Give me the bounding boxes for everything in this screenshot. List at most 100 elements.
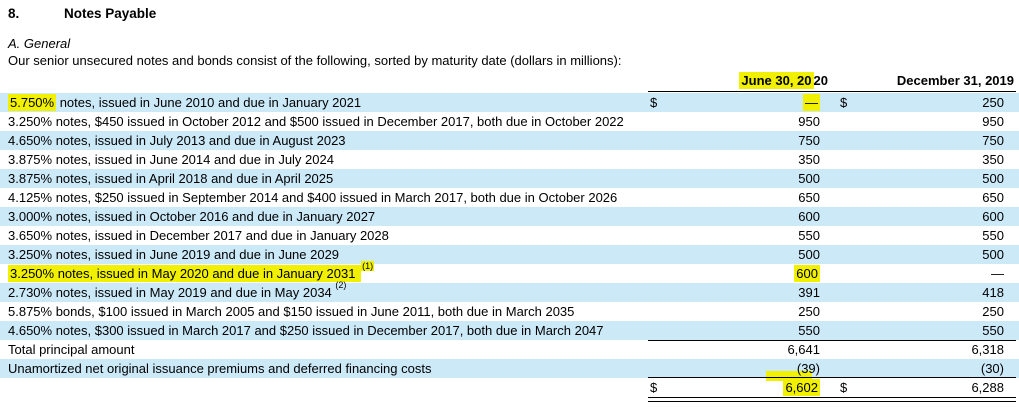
table-row-highlighted: 3.250% notes, issued in May 2020 and due… — [0, 260, 1019, 283]
highlight-mark: 6,602 — [783, 379, 820, 396]
amount-december: 750 — [982, 133, 1004, 148]
note-description: 3.250% notes, issued in June 2019 and du… — [8, 247, 340, 262]
table-row: 3.250% notes, issued in June 2019 and du… — [0, 245, 1019, 264]
currency-symbol — [838, 359, 858, 378]
currency-symbol — [838, 321, 858, 340]
currency-symbol — [648, 207, 668, 226]
highlight-mark: June 30, 20 — [739, 72, 814, 89]
highlight-mark: 600 — [794, 265, 820, 282]
highlight-mark: 5.750% — [8, 94, 57, 111]
table-row: 3.650% notes, issued in December 2017 an… — [0, 226, 1019, 245]
amount-june: 950 — [798, 114, 820, 129]
currency-symbol — [648, 226, 668, 245]
column-header-december: December 31, 2019 — [896, 73, 1014, 88]
note-description: 3.650% notes, issued in December 2017 an… — [8, 228, 389, 243]
currency-symbol — [648, 169, 668, 188]
currency-symbol — [648, 321, 668, 340]
currency-symbol: $ — [840, 380, 848, 395]
table-row: 3.250% notes, $450 issued in October 201… — [0, 112, 1019, 131]
table-row: 4.125% notes, $250 issued in September 2… — [0, 188, 1019, 207]
amount-december: 500 — [982, 247, 1004, 262]
subtotal-rule — [648, 377, 1016, 378]
amount-december: (30) — [980, 361, 1004, 376]
currency-symbol — [838, 245, 858, 264]
currency-symbol — [838, 340, 858, 359]
currency-symbol — [648, 359, 668, 378]
row-label: Total principal amount — [8, 342, 135, 357]
currency-symbol — [838, 207, 858, 226]
currency-symbol — [838, 131, 858, 150]
currency-symbol: $ — [840, 95, 848, 110]
table-row-grand-total: $ 6,602 $ 6,288 — [0, 378, 1019, 397]
currency-symbol — [838, 226, 858, 245]
footnote-ref: (2) — [335, 279, 347, 290]
note-description: 4.125% notes, $250 issued in September 2… — [8, 190, 618, 205]
note-description: 2.730% notes, issued in May 2019 and due… — [8, 279, 347, 300]
highlight-mark: — — [803, 94, 820, 111]
highlight-mark: 3.250% notes, issued in May 2020 and due… — [8, 265, 362, 282]
amount-december: 250 — [982, 304, 1004, 319]
amount-december: — — [991, 266, 1004, 281]
table-row: 3.875% notes, issued in June 2014 and du… — [0, 150, 1019, 169]
amount-june: 6,602 — [668, 378, 820, 397]
amount-december: 650 — [982, 190, 1004, 205]
amount-june: 650 — [798, 190, 820, 205]
table-row: 4.650% notes, $300 issued in March 2017 … — [0, 321, 1019, 340]
amount-june: — — [668, 93, 820, 112]
currency-symbol — [648, 112, 668, 131]
grand-total-double-rule — [648, 397, 1016, 402]
amount-december: 950 — [982, 114, 1004, 129]
table-row: 3.000% notes, issued in October 2016 and… — [0, 207, 1019, 226]
currency-symbol: $ — [650, 380, 658, 395]
amount-june: 600 — [668, 264, 820, 283]
currency-symbol — [648, 188, 668, 207]
section-heading: 8. Notes Payable — [8, 6, 156, 21]
currency-symbol — [838, 150, 858, 169]
amount-june: 500 — [798, 247, 820, 262]
table-row: 3.875% notes, issued in April 2018 and d… — [0, 169, 1019, 188]
amount-december: 350 — [982, 152, 1004, 167]
amount-december: 600 — [982, 209, 1004, 224]
column-header-june: June 30, 20 20 — [739, 72, 828, 89]
subsection-title: A. General — [8, 36, 71, 51]
currency-symbol — [838, 302, 858, 321]
table-row: 5.875% bonds, $100 issued in March 2005 … — [0, 302, 1019, 321]
note-description: 4.650% notes, $300 issued in March 2017 … — [8, 323, 604, 338]
total-rule — [648, 340, 1016, 341]
table-row-unamortized: Unamortized net original issuance premiu… — [0, 359, 1019, 381]
table-row-total-principal: Total principal amount 6,641 6,318 — [0, 340, 1019, 359]
section-number: 8. — [8, 6, 20, 21]
amount-june: 250 — [798, 304, 820, 319]
currency-symbol — [648, 150, 668, 169]
section-title: Notes Payable — [64, 6, 157, 21]
row-label: Unamortized net original issuance premiu… — [8, 361, 432, 376]
currency-symbol — [648, 340, 668, 359]
amount-december: 550 — [982, 228, 1004, 243]
amount-december: 6,288 — [971, 380, 1004, 395]
currency-symbol: $ — [650, 95, 658, 110]
note-description: 5.875% bonds, $100 issued in March 2005 … — [8, 304, 575, 319]
currency-symbol — [838, 169, 858, 188]
note-description: 3.875% notes, issued in June 2014 and du… — [8, 152, 334, 167]
currency-symbol — [648, 264, 668, 283]
currency-symbol — [648, 245, 668, 264]
amount-december: 6,318 — [971, 342, 1004, 357]
note-description: 3.875% notes, issued in April 2018 and d… — [8, 171, 334, 186]
column-gap — [820, 93, 838, 112]
header-rule — [648, 91, 1016, 92]
amount-june: 750 — [798, 133, 820, 148]
note-description: 3.000% notes, issued in October 2016 and… — [8, 209, 376, 224]
amount-june: 550 — [798, 228, 820, 243]
note-description: 3.250% notes, issued in May 2020 and due… — [0, 260, 648, 283]
intro-text: Our senior unsecured notes and bonds con… — [8, 53, 622, 68]
notes-table: 5.750% notes, issued in June 2010 and du… — [0, 93, 1019, 397]
row-label — [0, 378, 648, 397]
amount-june: 500 — [798, 171, 820, 186]
note-description: 4.650% notes, issued in July 2013 and du… — [8, 133, 346, 148]
amount-june: 350 — [798, 152, 820, 167]
currency-symbol — [838, 112, 858, 131]
amount-december: 250 — [982, 95, 1004, 110]
amount-june: (39) — [668, 359, 820, 381]
note-description: 5.750% notes, issued in June 2010 and du… — [8, 94, 362, 111]
